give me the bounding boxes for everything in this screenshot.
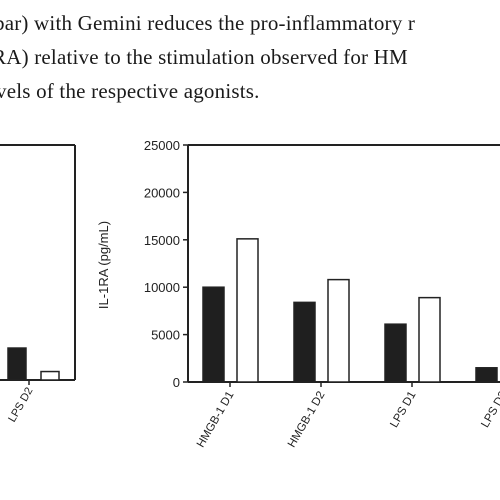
bar-dark xyxy=(293,301,316,383)
left-x-tick-label: LPS D2 xyxy=(6,386,35,425)
bar-dark xyxy=(475,367,498,383)
caption-line-1: bar) with Gemini reduces the pro-inflamm… xyxy=(0,11,416,35)
x-tick-label: HMGB-1 D1 xyxy=(195,390,237,450)
bar-light xyxy=(236,238,259,383)
x-tick-label: LPS D1 xyxy=(388,390,418,430)
bar-dark xyxy=(202,286,225,383)
caption-line-2: RA) relative to the stimulation observed… xyxy=(0,45,408,69)
y-tick-label: 5000 xyxy=(151,328,180,343)
y-tick-label: 15000 xyxy=(144,233,180,248)
left-bar-dark xyxy=(7,347,27,381)
y-tick-label: 10000 xyxy=(144,280,180,295)
y-tick-label: 0 xyxy=(173,375,180,390)
y-axis-label: IL-1RA (pg/mL) xyxy=(96,221,111,309)
x-tick-label: LPS D2 xyxy=(479,390,500,430)
caption-line-3: vels of the respective agonists. xyxy=(0,79,260,103)
x-tick-label: HMGB-1 D2 xyxy=(286,390,328,450)
bar-dark xyxy=(384,323,407,383)
bar-light xyxy=(418,296,441,383)
bar-light xyxy=(327,278,350,383)
y-tick-label: 20000 xyxy=(144,185,180,200)
left-bar-light xyxy=(40,370,60,381)
y-tick-label: 25000 xyxy=(144,138,180,153)
